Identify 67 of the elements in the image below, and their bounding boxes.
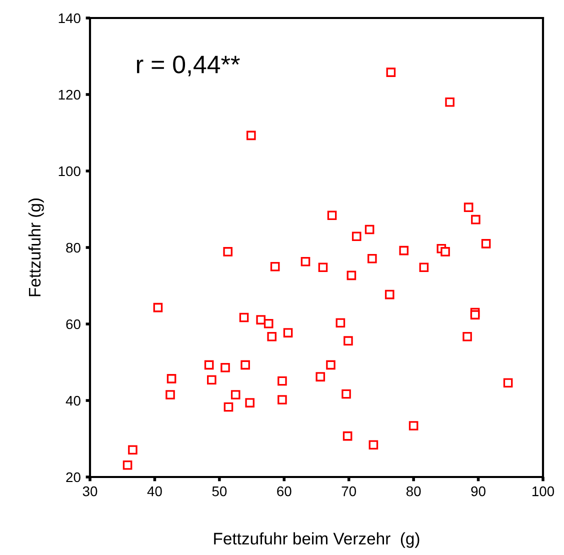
x-tick-label: 90 <box>471 486 486 496</box>
point <box>166 390 175 400</box>
point <box>128 445 138 454</box>
point <box>364 224 374 234</box>
point <box>166 374 176 384</box>
x-tick-label: 30 <box>82 486 98 496</box>
point <box>408 421 418 430</box>
point <box>239 312 249 322</box>
x-tick-label: 40 <box>147 486 162 496</box>
x-tick-label: 70 <box>342 486 356 496</box>
point <box>267 332 276 342</box>
point <box>368 254 377 264</box>
point <box>207 375 216 384</box>
point <box>220 362 230 372</box>
point <box>481 239 491 248</box>
point <box>122 460 132 470</box>
point <box>464 202 474 212</box>
point <box>462 332 472 342</box>
point <box>264 318 274 328</box>
y-tick-label: 60 <box>66 319 80 330</box>
x-axis-title: Fettzufuhr beim Verzehr (g) <box>214 532 420 548</box>
y-axis-title: Fettzufuhr (g) <box>28 198 44 296</box>
point <box>344 336 353 346</box>
y-tick-label: 120 <box>58 90 80 100</box>
point <box>270 262 280 272</box>
point <box>224 402 234 412</box>
y-tick-label: 40 <box>66 396 80 406</box>
point <box>346 270 356 280</box>
point <box>352 232 362 242</box>
point <box>342 389 351 399</box>
point <box>368 440 378 450</box>
y-tick-label: 140 <box>58 13 80 24</box>
point <box>318 262 328 272</box>
point <box>245 398 254 408</box>
x-tick-label: 60 <box>277 486 292 496</box>
y-tick-label: 100 <box>58 166 80 176</box>
point <box>316 372 326 382</box>
point <box>278 395 287 404</box>
x-tick-label: 80 <box>406 486 421 496</box>
point <box>256 315 266 324</box>
point <box>246 130 256 140</box>
point <box>327 210 337 220</box>
y-tick-label: 20 <box>66 472 80 482</box>
x-tick-label: 100 <box>532 486 554 496</box>
point <box>419 262 429 272</box>
point <box>342 431 352 441</box>
point <box>470 310 480 320</box>
point <box>386 68 396 77</box>
point <box>326 360 336 370</box>
point <box>445 97 454 107</box>
point <box>204 360 214 370</box>
x-tick-label: 50 <box>212 486 227 496</box>
point <box>471 214 480 224</box>
point <box>278 376 287 386</box>
point <box>503 378 513 388</box>
point <box>440 247 450 256</box>
point <box>283 328 293 338</box>
point <box>300 257 310 266</box>
point <box>384 290 394 300</box>
point <box>336 318 346 328</box>
point <box>240 360 250 370</box>
point <box>223 247 232 256</box>
point <box>399 246 409 256</box>
y-tick-label: 80 <box>66 242 80 253</box>
point <box>153 302 163 312</box>
annotation: r = 0,44** <box>136 56 240 76</box>
point <box>230 390 240 400</box>
